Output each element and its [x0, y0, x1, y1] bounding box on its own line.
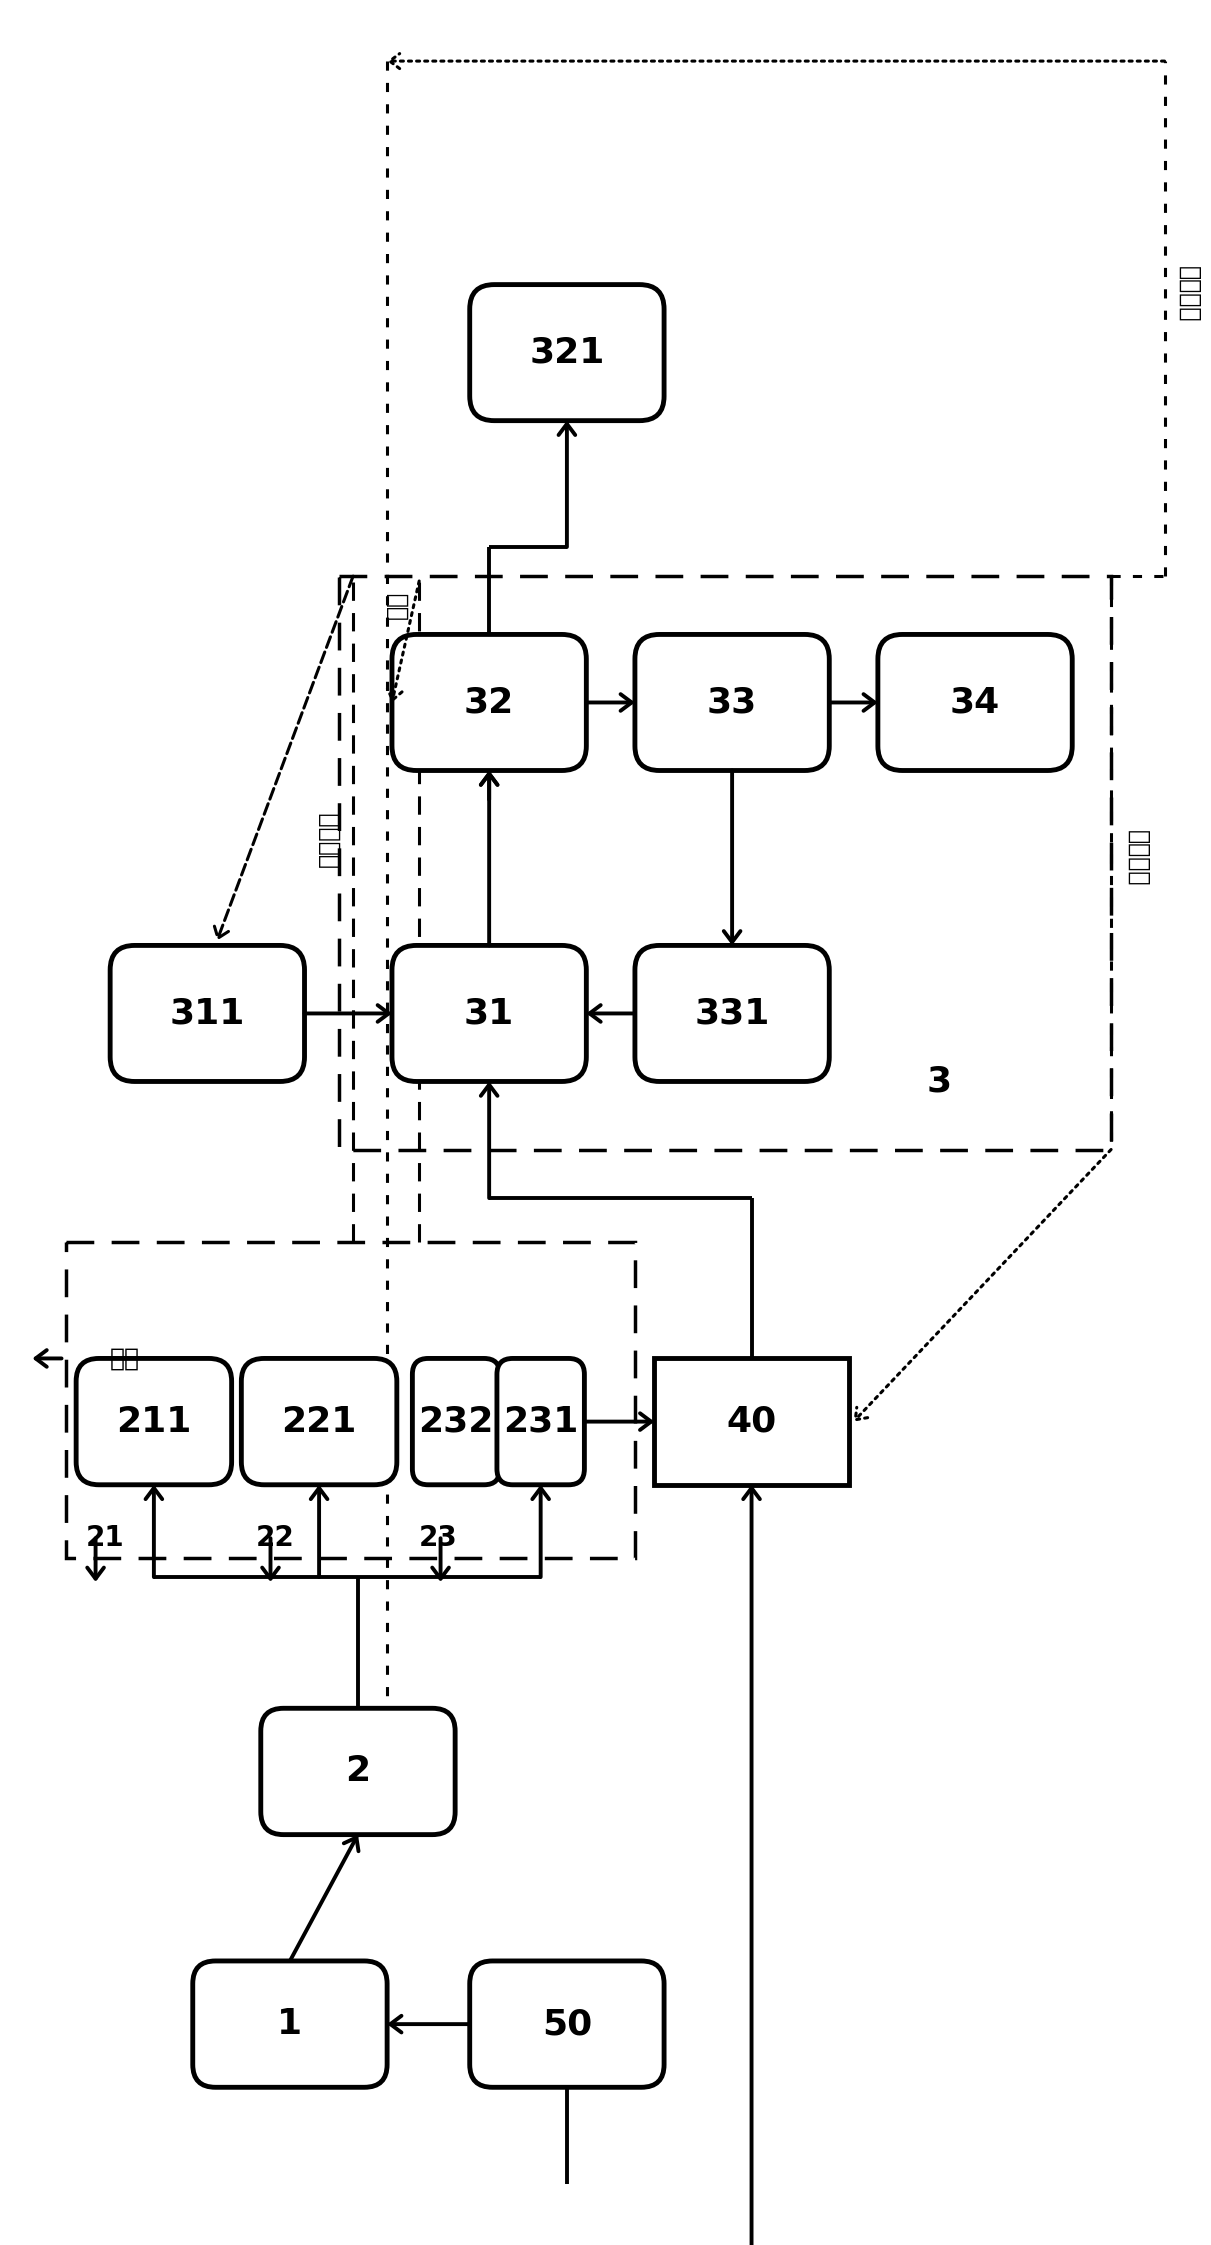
FancyBboxPatch shape	[654, 1358, 849, 1484]
Text: 清水回用: 清水回用	[1126, 831, 1150, 887]
FancyBboxPatch shape	[470, 1960, 664, 2088]
Bar	[67, 1241, 635, 1558]
Text: 232: 232	[419, 1405, 494, 1439]
Text: 311: 311	[170, 997, 245, 1030]
FancyBboxPatch shape	[110, 945, 304, 1082]
FancyBboxPatch shape	[76, 1358, 231, 1484]
Text: 22: 22	[256, 1524, 294, 1551]
FancyBboxPatch shape	[260, 1708, 455, 1834]
Text: 33: 33	[707, 685, 757, 718]
Text: 运出: 运出	[110, 1347, 139, 1369]
FancyBboxPatch shape	[392, 945, 586, 1082]
Text: 231: 231	[503, 1405, 579, 1439]
Text: 清水回用: 清水回用	[1177, 267, 1201, 323]
FancyBboxPatch shape	[635, 945, 830, 1082]
FancyBboxPatch shape	[392, 635, 586, 770]
Text: 50: 50	[541, 2007, 592, 2041]
Text: 34: 34	[949, 685, 1000, 718]
FancyBboxPatch shape	[193, 1960, 388, 2088]
Text: 321: 321	[529, 335, 604, 370]
Text: 2: 2	[345, 1753, 371, 1789]
FancyBboxPatch shape	[470, 285, 664, 420]
Text: 211: 211	[116, 1405, 191, 1439]
Text: 331: 331	[694, 997, 770, 1030]
Text: 23: 23	[419, 1524, 458, 1551]
FancyBboxPatch shape	[241, 1358, 397, 1484]
Text: 3: 3	[926, 1064, 952, 1098]
FancyBboxPatch shape	[497, 1358, 585, 1484]
Text: 21: 21	[86, 1524, 125, 1551]
Text: 32: 32	[464, 685, 515, 718]
FancyBboxPatch shape	[413, 1358, 500, 1484]
Text: 221: 221	[281, 1405, 357, 1439]
Text: 1: 1	[277, 2007, 303, 2041]
Text: 31: 31	[464, 997, 515, 1030]
Text: 冲洗: 冲洗	[385, 590, 409, 620]
FancyBboxPatch shape	[878, 635, 1072, 770]
FancyBboxPatch shape	[635, 635, 830, 770]
Bar	[339, 577, 1112, 1149]
Text: 40: 40	[727, 1405, 776, 1439]
Text: 配制药剂: 配制药剂	[317, 810, 340, 867]
